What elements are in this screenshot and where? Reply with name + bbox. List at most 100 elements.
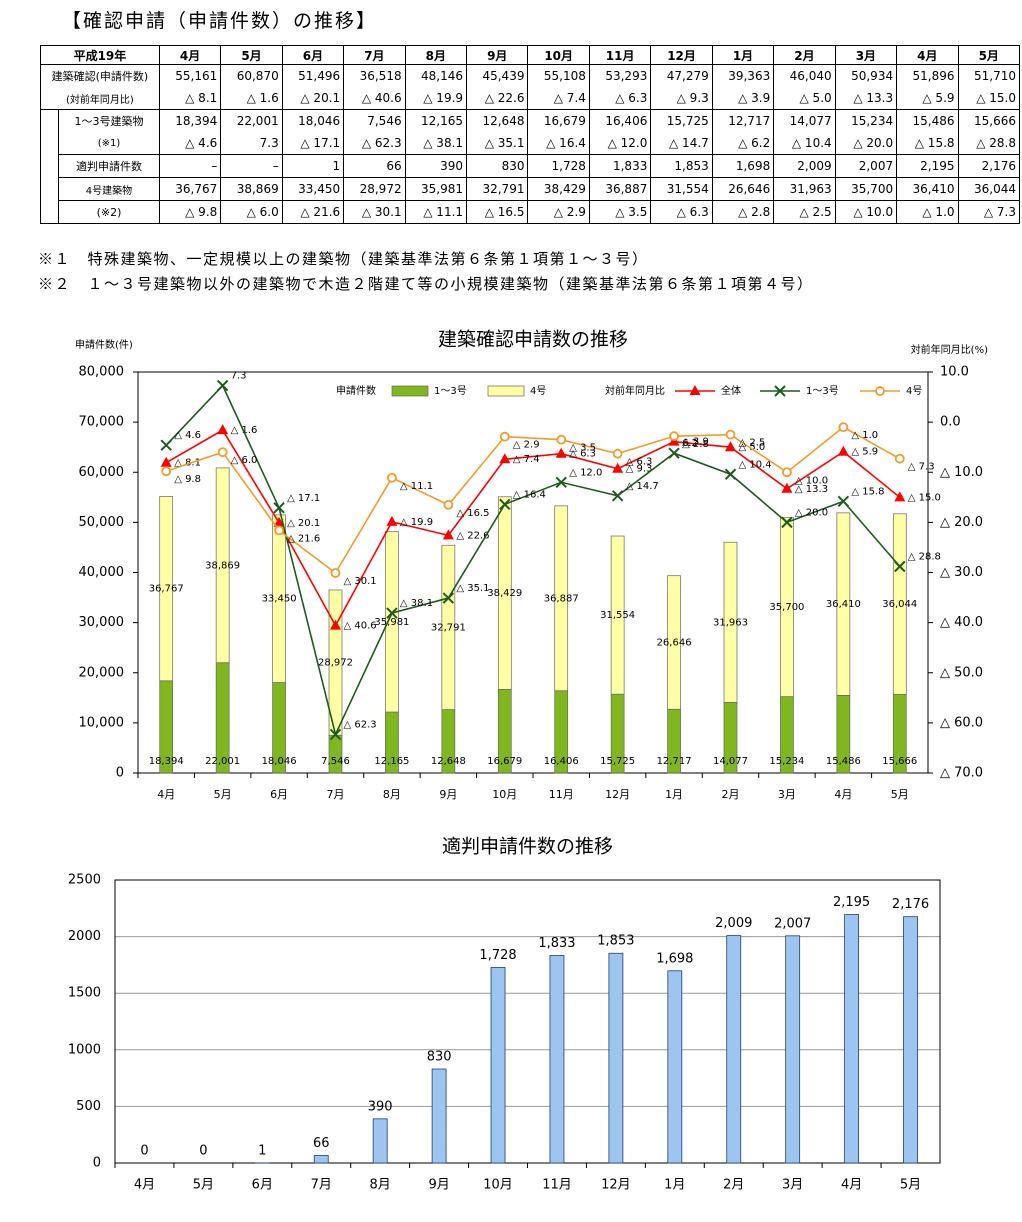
x-tick-label: 10月 bbox=[492, 788, 517, 801]
bar-segment bbox=[272, 514, 286, 683]
table-cell: 15,666 bbox=[957, 109, 1021, 132]
data-label: 2,176 bbox=[892, 897, 929, 912]
y2-tick-label: △ 70.0 bbox=[940, 766, 983, 781]
table-cell: △ 21.6 bbox=[281, 200, 345, 224]
header-cell: 5月 bbox=[957, 45, 1021, 65]
bar-segment bbox=[892, 513, 907, 695]
data-label: △ 4.6 bbox=[174, 430, 201, 441]
y2-tick-label: △ 10.0 bbox=[940, 465, 983, 480]
table-cell: 1,833 bbox=[588, 154, 652, 178]
table-cell: 2,007 bbox=[834, 154, 898, 178]
y-tick-label: 500 bbox=[76, 1099, 101, 1114]
x-tick-label: 5月 bbox=[891, 788, 909, 801]
note: ※１ 特殊建築物、一定規模以上の建築物（建築基準法第６条第１項第１～３号） bbox=[38, 250, 649, 268]
data-label: 15,725 bbox=[600, 756, 635, 767]
y-tick-label: 40,000 bbox=[79, 565, 125, 580]
y-tick-label: 2000 bbox=[68, 929, 101, 944]
x-tick-label: 7月 bbox=[311, 1178, 332, 1193]
data-label: 12,648 bbox=[431, 756, 466, 767]
table-cell: △ 10.4 bbox=[773, 132, 836, 155]
table-cell: △ 30.1 bbox=[343, 200, 406, 224]
bar bbox=[667, 970, 683, 1164]
marker bbox=[499, 498, 511, 511]
table-cell: △ 13.3 bbox=[834, 87, 898, 110]
header-cell: 11月 bbox=[588, 45, 652, 65]
legend-label: 1～3号 bbox=[434, 385, 467, 397]
table-cell: △ 16.4 bbox=[527, 132, 590, 155]
table-row: (※1) △ 4.6 7.3 △ 17.1 △ 62.3 △ 38.1 △ 35.1 △ 16… bbox=[41, 132, 1021, 155]
bar-segment bbox=[497, 496, 512, 690]
data-label: 2,007 bbox=[774, 916, 811, 931]
bar bbox=[372, 1118, 388, 1164]
marker bbox=[875, 386, 885, 396]
table-cell: 18,394 bbox=[158, 109, 222, 132]
header-cell: 3月 bbox=[834, 45, 898, 65]
table-row: 1～3号建築物 18,394 22,001 18,046 7,546 12,165 12,6… bbox=[39, 109, 1021, 224]
data-label: 15,486 bbox=[826, 756, 861, 767]
marker bbox=[689, 385, 701, 395]
plot-frame bbox=[114, 879, 941, 1164]
table-cell: 7.3 bbox=[220, 132, 283, 155]
marker bbox=[217, 424, 229, 435]
table-cell: 55,108 bbox=[527, 64, 590, 87]
bar-segment bbox=[836, 512, 851, 696]
marker bbox=[217, 447, 228, 458]
table-cell: 46,040 bbox=[773, 64, 836, 87]
header-cell: 平成19年 bbox=[40, 45, 160, 65]
x-tick-label: 3月 bbox=[782, 1178, 803, 1193]
y2-tick-label: △ 60.0 bbox=[940, 715, 983, 730]
table-cell: 36,767 bbox=[158, 177, 222, 201]
table-cell: 47,279 bbox=[650, 64, 713, 87]
data-label: △ 3.9 bbox=[682, 437, 709, 448]
data-label: △ 9.3 bbox=[626, 464, 653, 475]
table-cell: △ 3.9 bbox=[711, 87, 775, 110]
marker bbox=[838, 422, 849, 433]
data-label: 12,165 bbox=[374, 756, 409, 767]
data-label: △ 20.0 bbox=[795, 507, 828, 518]
indent bbox=[39, 109, 60, 224]
y2-tick-label: 0.0 bbox=[940, 415, 961, 430]
table-row: (対前年同月比) △ 8.1 △ 1.6 △ 20.1 △ 40.6 △ 19.9 △ 22… bbox=[40, 87, 1021, 110]
bar bbox=[608, 952, 624, 1164]
table-cell: 28,972 bbox=[343, 177, 406, 201]
table-cell: 2,009 bbox=[773, 154, 836, 178]
x-tick-label: 6月 bbox=[270, 788, 288, 801]
data-label: 36,887 bbox=[544, 593, 579, 604]
table-cell: △ 20.0 bbox=[834, 132, 898, 155]
data-label: △ 16.5 bbox=[456, 508, 489, 519]
data-label: △ 5.9 bbox=[851, 447, 878, 458]
marker bbox=[669, 431, 679, 442]
table-cell: 15,725 bbox=[650, 109, 713, 132]
table-cell: △ 35.1 bbox=[466, 132, 529, 155]
data-label: △ 12.0 bbox=[569, 467, 602, 478]
legend-label: 4号 bbox=[906, 385, 922, 397]
y-tick-label: 30,000 bbox=[79, 615, 125, 630]
data-label: △ 40.6 bbox=[344, 621, 377, 632]
table-cell: △ 7.3 bbox=[957, 200, 1021, 224]
bar bbox=[549, 955, 565, 1164]
table-cell: (※2) bbox=[58, 200, 160, 224]
y-axis-label: 申請件数(件) bbox=[75, 338, 133, 351]
data-label: 1 bbox=[258, 1143, 266, 1158]
header-cell: 4月 bbox=[158, 45, 222, 65]
y-tick-label: 2500 bbox=[68, 873, 101, 888]
x-tick-label: 10月 bbox=[483, 1178, 513, 1193]
marker bbox=[386, 515, 398, 526]
table-cell: △ 11.1 bbox=[404, 200, 468, 224]
y2-tick-label: 10.0 bbox=[940, 365, 969, 380]
table-cell: 14,077 bbox=[773, 109, 836, 132]
data-label: 830 bbox=[427, 1050, 452, 1065]
y-tick-label: 20,000 bbox=[79, 665, 125, 680]
header-cell: 8月 bbox=[404, 45, 468, 65]
marker bbox=[273, 502, 285, 514]
x-tick-label: 1月 bbox=[665, 788, 683, 801]
marker bbox=[724, 468, 737, 480]
x-tick-label: 8月 bbox=[383, 788, 401, 801]
bar-segment bbox=[780, 517, 794, 697]
x-tick-label: 5月 bbox=[214, 788, 232, 801]
table-cell: 18,046 bbox=[281, 109, 345, 132]
x-tick-label: 7月 bbox=[327, 788, 345, 801]
data-label: △ 15.0 bbox=[908, 492, 941, 503]
data-label: 18,394 bbox=[149, 756, 184, 767]
table-cell: 51,896 bbox=[896, 64, 959, 87]
